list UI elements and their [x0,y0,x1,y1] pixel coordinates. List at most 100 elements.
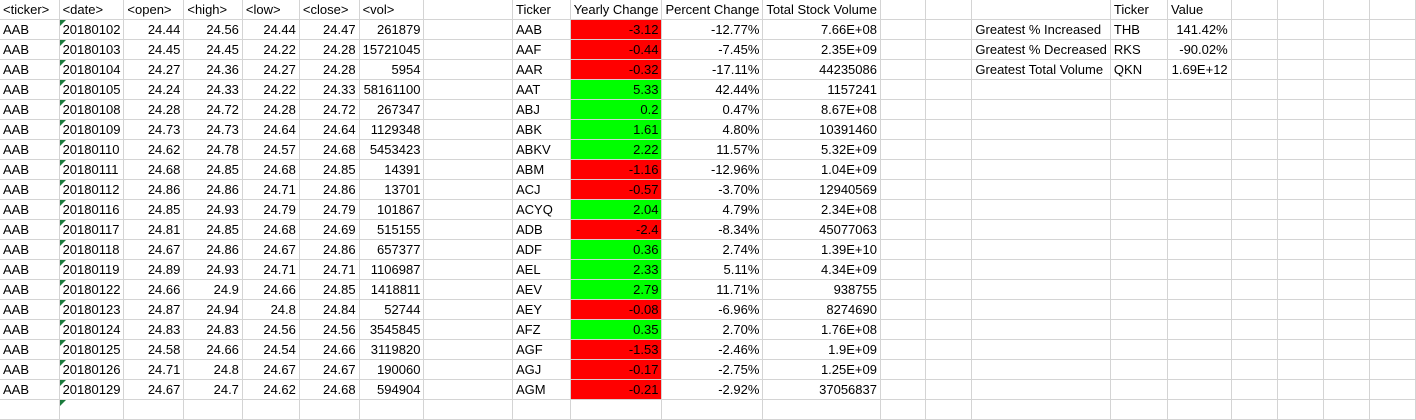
cell[interactable] [1110,359,1168,380]
cell[interactable] [423,199,513,220]
cell[interactable] [1231,219,1278,240]
cell[interactable] [971,259,1111,280]
cell[interactable] [1110,79,1168,100]
cell[interactable] [971,299,1111,320]
cell[interactable] [880,179,927,200]
cell[interactable] [925,79,973,100]
cell[interactable] [925,139,973,160]
sheet-data-cell[interactable]: 24.87 [123,299,185,320]
cell[interactable] [1369,139,1416,160]
cell[interactable] [1369,79,1416,100]
cell[interactable] [1369,279,1416,300]
sheet-data-cell[interactable]: 24.44 [242,19,300,40]
sheet-data-cell[interactable]: AAB [0,39,60,60]
cell[interactable] [1277,59,1324,80]
sheet-data-cell[interactable]: AAB [0,139,60,160]
sheet-data-cell[interactable]: 24.68 [242,159,300,180]
summary-data-cell[interactable]: 4.79% [661,199,764,220]
cell[interactable] [925,199,973,220]
cell[interactable] [1167,359,1232,380]
sheet-data-cell[interactable]: 24.56 [299,319,360,340]
cell[interactable] [1277,279,1324,300]
sheet-data-cell[interactable]: 24.86 [183,239,243,260]
summary-data-cell[interactable]: 0.47% [661,99,764,120]
summary-header-cell[interactable]: Percent Change [661,0,764,20]
sheet-data-cell[interactable]: 24.57 [242,139,300,160]
cell[interactable] [880,219,927,240]
cell[interactable] [880,0,927,20]
cell[interactable] [423,339,513,360]
sheet-header-cell[interactable]: <ticker> [0,0,60,20]
cell[interactable] [1277,159,1324,180]
sheet-data-cell[interactable]: 190060 [359,359,425,380]
sheet-data-cell[interactable]: 24.54 [242,339,300,360]
cell[interactable] [925,0,973,20]
cell[interactable] [423,19,513,40]
sheet-data-cell[interactable]: 24.68 [299,379,360,400]
cell[interactable] [1369,159,1416,180]
cell[interactable] [1231,359,1278,380]
cell[interactable] [1277,99,1324,120]
cell[interactable] [1110,279,1168,300]
cell[interactable] [1369,119,1416,140]
sheet-data-cell[interactable]: AAB [0,239,60,260]
sheet-data-cell[interactable]: 24.69 [299,219,360,240]
greatest-header-cell[interactable]: Value [1167,0,1232,20]
summary-data-cell[interactable]: ADF [512,239,571,260]
cell[interactable] [971,339,1111,360]
summary-data-cell[interactable]: 938755 [762,279,881,300]
sheet-data-cell[interactable]: 5954 [359,59,425,80]
sheet-data-cell[interactable]: 20180124 [59,319,125,340]
cell[interactable] [925,39,973,60]
sheet-data-cell[interactable]: 24.71 [242,259,300,280]
cell[interactable] [423,299,513,320]
cell[interactable] [1167,279,1232,300]
cell[interactable] [1277,219,1324,240]
summary-data-cell[interactable]: 8274690 [762,299,881,320]
cell[interactable] [1323,299,1370,320]
cell[interactable] [1231,0,1278,20]
sheet-data-cell[interactable]: 52744 [359,299,425,320]
cell[interactable] [1369,339,1416,360]
summary-data-cell[interactable]: ADB [512,219,571,240]
cell[interactable] [1369,0,1416,20]
cell[interactable] [880,319,927,340]
cell[interactable] [423,39,513,60]
sheet-data-cell[interactable]: 24.71 [123,359,185,380]
sheet-data-cell[interactable]: 1129348 [359,119,425,140]
sheet-data-cell[interactable]: 24.28 [242,99,300,120]
sheet-data-cell[interactable]: 24.81 [123,219,185,240]
sheet-data-cell[interactable]: 24.85 [183,159,243,180]
cell[interactable] [1231,259,1278,280]
summary-data-cell[interactable]: AGF [512,339,571,360]
cell[interactable] [1110,259,1168,280]
sheet-data-cell[interactable]: 3119820 [359,339,425,360]
cell[interactable] [423,0,513,20]
cell[interactable] [423,119,513,140]
cell[interactable] [971,119,1111,140]
sheet-data-cell[interactable]: AAB [0,339,60,360]
greatest-data-cell[interactable]: Greatest Total Volume [971,59,1111,80]
cell[interactable] [1110,339,1168,360]
sheet-data-cell[interactable]: 24.94 [183,299,243,320]
sheet-data-cell[interactable]: 20180108 [59,99,125,120]
cell[interactable] [1323,39,1370,60]
cell[interactable] [971,179,1111,200]
sheet-data-cell[interactable]: 24.28 [299,39,360,60]
summary-data-cell[interactable]: 2.74% [661,239,764,260]
summary-data-cell[interactable]: 1.04E+09 [762,159,881,180]
sheet-data-cell[interactable]: 24.84 [299,299,360,320]
greatest-data-cell[interactable]: THB [1110,19,1168,40]
summary-data-cell[interactable]: ABM [512,159,571,180]
cell[interactable] [423,219,513,240]
sheet-data-cell[interactable]: AAB [0,219,60,240]
sheet-data-cell[interactable]: 24.44 [123,19,185,40]
cell[interactable] [880,99,927,120]
sheet-data-cell[interactable]: 24.36 [183,59,243,80]
cell[interactable] [925,19,973,40]
summary-data-cell[interactable]: -3.12 [570,19,663,40]
summary-data-cell[interactable]: -3.70% [661,179,764,200]
sheet-data-cell[interactable]: AAB [0,379,60,400]
cell[interactable] [880,159,927,180]
cell[interactable] [1277,79,1324,100]
